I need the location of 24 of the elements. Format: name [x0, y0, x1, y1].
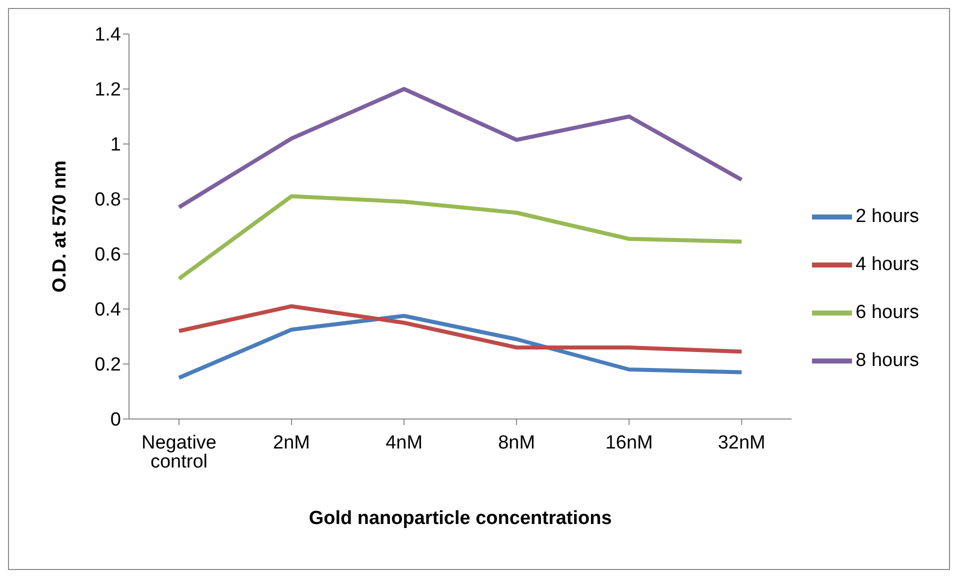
- line-series: [177, 314, 744, 380]
- y-tick-label: 1: [110, 134, 121, 156]
- legend-label: 4 hours: [856, 254, 919, 275]
- y-tick-label: 0.6: [94, 244, 121, 266]
- legend-label: 6 hours: [856, 302, 919, 323]
- x-tick-label: 32nM: [718, 432, 766, 454]
- y-tick-label: 0.8: [94, 190, 121, 211]
- x-axis-title: Gold nanoparticle concentrations: [308, 508, 612, 529]
- legend-label: 8 hours: [856, 350, 919, 371]
- y-tick-label: 1.4: [94, 24, 122, 46]
- y-tick-label: 0.4: [94, 300, 122, 321]
- x-tick-label: 8nM: [498, 432, 536, 454]
- line-series: [177, 87, 744, 210]
- x-tick-label: Negative control: [142, 432, 216, 472]
- x-tick-label: 4nM: [386, 432, 423, 454]
- line-series: [177, 304, 744, 354]
- line-series: [177, 194, 744, 281]
- x-tick-label: 2nM: [273, 432, 310, 454]
- y-tick-label: 0.2: [94, 354, 121, 376]
- x-tick-label: 16nM: [605, 432, 653, 454]
- legend-label: 2 hours: [856, 206, 919, 227]
- y-tick-label: 1.2: [94, 80, 121, 101]
- y-axis-title: O.D. at 570 nm: [50, 160, 71, 292]
- y-tick-label: 0: [110, 410, 121, 431]
